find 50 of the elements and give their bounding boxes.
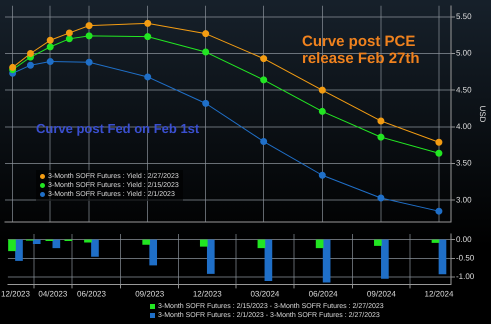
point [46, 43, 54, 50]
x-tick-label: 12/2024 [424, 289, 454, 298]
point [435, 208, 442, 215]
point [66, 29, 73, 36]
y-tick-label: 3.50 [456, 158, 472, 168]
x-tick-label: 06/2024 [308, 289, 338, 298]
point [26, 50, 34, 57]
annotation: Curve post PCE release Feb 27th [302, 33, 420, 67]
y-axis-title: USD [478, 106, 487, 123]
x-tick-label: 06/2023 [76, 289, 106, 298]
point [86, 58, 93, 66]
point [377, 117, 384, 124]
point [9, 64, 16, 71]
point [202, 30, 210, 38]
point [318, 172, 326, 179]
y-tick-label: 4.00 [456, 122, 472, 132]
point [435, 138, 442, 146]
y-tick-label: 0.00 [456, 234, 472, 244]
point [260, 76, 268, 84]
y-tick-label: 5.00 [456, 48, 472, 58]
point [144, 73, 152, 80]
point [26, 62, 34, 69]
point [202, 48, 210, 56]
point [202, 100, 210, 107]
point [260, 138, 268, 146]
x-tick-label: 04/2023 [38, 289, 68, 298]
x-tick-label: 12/2023 [192, 289, 222, 298]
y-tick-label: 5.50 [456, 12, 472, 22]
point [318, 86, 326, 94]
point [144, 20, 152, 27]
point [435, 150, 442, 157]
point [66, 35, 73, 42]
annotation: Curve post Fed on Feb 1st [36, 120, 200, 137]
point [377, 134, 384, 141]
point [260, 55, 268, 62]
y-tick-label: 4.50 [456, 85, 472, 94]
point [86, 32, 93, 40]
point [377, 194, 384, 202]
x-tick-label: 09/2024 [366, 289, 396, 298]
point [144, 33, 152, 40]
x-tick-label: 12/2023 [1, 289, 30, 298]
x-tick-label: 03/2024 [250, 289, 280, 298]
point [318, 108, 326, 115]
point [86, 22, 93, 30]
y-tick-label: -1.00 [456, 272, 475, 282]
x-tick-label: 09/2023 [135, 289, 165, 298]
y-tick-label: -0.50 [456, 253, 475, 262]
point [46, 58, 54, 66]
point [46, 36, 54, 44]
y-tick-label: 3.00 [456, 195, 472, 204]
